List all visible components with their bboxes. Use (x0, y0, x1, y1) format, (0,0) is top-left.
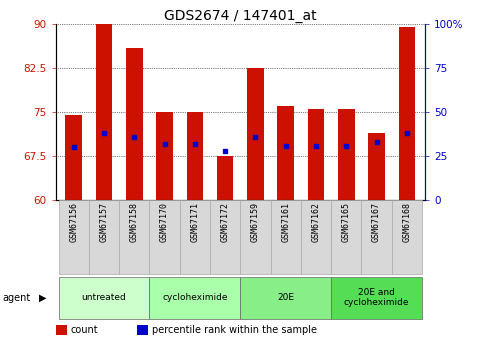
Bar (308, 109, 325, 200)
Bar (56, 325, 67, 335)
Bar (368, 133, 385, 200)
Text: agent: agent (2, 293, 30, 303)
Bar (156, 112, 173, 200)
Bar (180, 200, 210, 274)
Bar (96, 24, 113, 200)
Bar (247, 68, 264, 200)
Bar (186, 112, 203, 200)
Bar (210, 200, 241, 274)
Text: 20E: 20E (277, 293, 294, 302)
Text: GSM67158: GSM67158 (130, 202, 139, 242)
Bar (58, 277, 149, 318)
Bar (338, 109, 355, 200)
Text: GSM67170: GSM67170 (160, 202, 169, 242)
Bar (217, 156, 233, 200)
Text: GSM67162: GSM67162 (312, 202, 321, 242)
Text: GSM67171: GSM67171 (190, 202, 199, 242)
Text: untreated: untreated (82, 293, 127, 302)
Text: cycloheximide: cycloheximide (162, 293, 227, 302)
Text: GSM67172: GSM67172 (221, 202, 229, 242)
Text: GSM67159: GSM67159 (251, 202, 260, 242)
Bar (398, 27, 415, 200)
Bar (331, 277, 422, 318)
Bar (361, 200, 392, 274)
Text: GSM67157: GSM67157 (99, 202, 109, 242)
Bar (58, 200, 89, 274)
Text: GSM67156: GSM67156 (69, 202, 78, 242)
Bar (89, 200, 119, 274)
Bar (126, 48, 142, 200)
Bar (301, 200, 331, 274)
Text: GSM67165: GSM67165 (342, 202, 351, 242)
Text: 20E and
cycloheximide: 20E and cycloheximide (344, 288, 409, 307)
Bar (149, 200, 180, 274)
Text: GSM67168: GSM67168 (402, 202, 412, 242)
Text: ▶: ▶ (39, 293, 46, 303)
Title: GDS2674 / 147401_at: GDS2674 / 147401_at (164, 9, 316, 23)
Bar (241, 200, 270, 274)
Bar (241, 277, 331, 318)
Bar (392, 200, 422, 274)
Bar (65, 115, 82, 200)
Text: GSM67167: GSM67167 (372, 202, 381, 242)
Bar (119, 200, 149, 274)
Bar (149, 277, 241, 318)
Bar (137, 325, 148, 335)
Text: percentile rank within the sample: percentile rank within the sample (152, 325, 317, 335)
Bar (331, 200, 361, 274)
Bar (277, 106, 294, 200)
Text: GSM67161: GSM67161 (281, 202, 290, 242)
Text: count: count (71, 325, 98, 335)
Bar (270, 200, 301, 274)
